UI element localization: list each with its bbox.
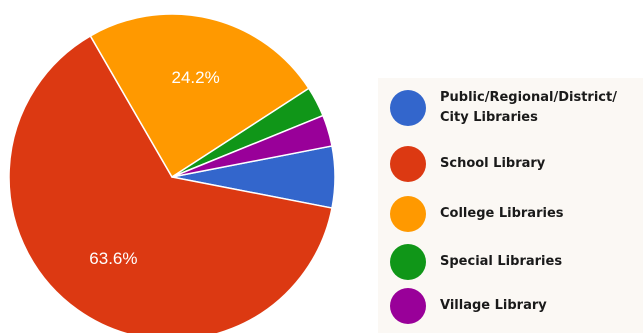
- legend-label-special-libraries: Special Libraries: [440, 254, 563, 269]
- slice-label-college-libraries: 24.2%: [171, 68, 219, 87]
- slice-label-school-library: 63.6%: [89, 249, 137, 268]
- legend-item-special-libraries: Special Libraries: [390, 244, 640, 280]
- legend-label-public-libraries: Public/Regional/District/ City Libraries: [440, 90, 617, 125]
- legend-swatch-college-libraries: [390, 196, 426, 232]
- legend-swatch-public-libraries: [390, 90, 426, 126]
- pie-slice-village-library: [171, 114, 333, 178]
- legend-swatch-special-libraries: [390, 244, 426, 280]
- legend-label-village-library: Village Library: [440, 298, 547, 313]
- legend-item-public-libraries: Public/Regional/District/ City Libraries: [390, 88, 640, 128]
- legend-swatch-school-library: [390, 146, 426, 182]
- legend-item-school-library: School Library: [390, 146, 640, 182]
- legend-item-college-libraries: College Libraries: [390, 196, 640, 232]
- pie-chart: 63.6% 24.2%: [8, 13, 336, 333]
- legend-swatch-village-library: [390, 288, 426, 324]
- legend: Public/Regional/District/ City Libraries…: [378, 78, 643, 333]
- legend-label-college-libraries: College Libraries: [440, 206, 564, 221]
- legend-label-school-library: School Library: [440, 156, 546, 171]
- legend-item-village-library: Village Library: [390, 288, 640, 324]
- pie-slice-school-library: [8, 34, 333, 333]
- pie-slice-college-libraries: [89, 13, 310, 179]
